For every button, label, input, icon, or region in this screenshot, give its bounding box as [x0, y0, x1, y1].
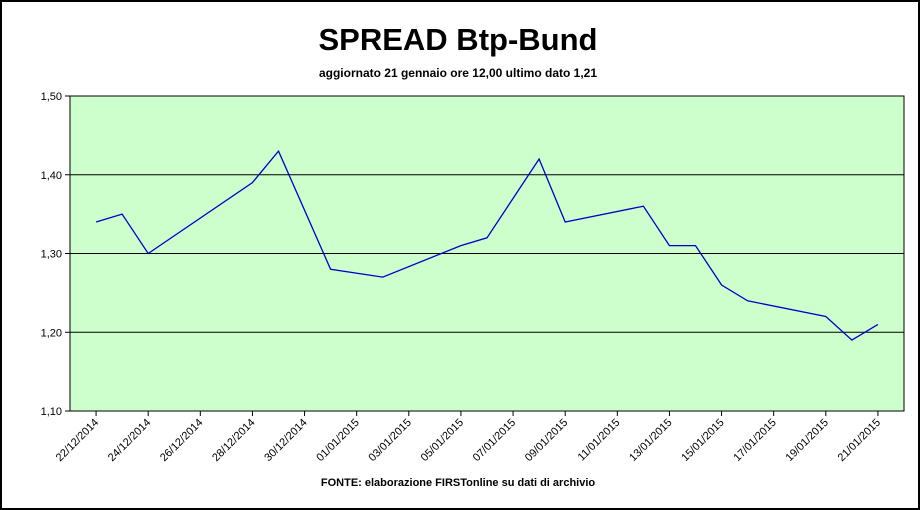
- x-tick-label: 03/01/2015: [367, 417, 414, 464]
- x-tick-label: 26/12/2014: [158, 417, 205, 464]
- spread-series-line: [95, 149, 879, 341]
- chart-subtitle: aggiornato 21 gennaio ore 12,00 ultimo d…: [318, 66, 598, 80]
- x-tick-label: 11/01/2015: [576, 417, 623, 464]
- y-tick-label: 1,40: [41, 170, 62, 182]
- y-tick-label: 1,20: [41, 327, 62, 339]
- x-tick-label: 09/01/2015: [523, 417, 570, 464]
- x-axis: 22/12/2014 24/12/2014 26/12/2014 28/12/2014…: [54, 411, 883, 464]
- chart-title: SPREAD Btp-Bund: [318, 22, 598, 57]
- x-tick-label: 01/01/2015: [314, 417, 361, 464]
- x-tick-label: 17/01/2015: [731, 417, 778, 464]
- y-tick-label: 1,50: [41, 91, 62, 103]
- x-tick-label: 21/01/2015: [836, 417, 883, 464]
- x-tick-label: 19/01/2015: [784, 417, 831, 464]
- y-axis: 1,10 1,20 1,30 1,40 1,50: [41, 91, 70, 418]
- x-tick-label: 05/01/2015: [419, 417, 466, 464]
- gridlines: [70, 174, 904, 333]
- x-tick-label: 13/01/2015: [627, 417, 674, 464]
- y-tick-label: 1,10: [41, 406, 62, 418]
- chart-source: FONTE: elaborazione FIRSTonline su dati …: [320, 477, 596, 489]
- x-tick-label: 22/12/2014: [54, 417, 101, 464]
- y-tick-label: 1,30: [41, 249, 62, 261]
- x-tick-label: 24/12/2014: [106, 417, 153, 464]
- x-tick-label: 15/01/2015: [679, 417, 726, 464]
- series-group: [95, 149, 879, 341]
- x-tick-label: 07/01/2015: [471, 417, 518, 464]
- x-tick-label: 30/12/2014: [262, 417, 309, 464]
- x-tick-label: 28/12/2014: [210, 417, 257, 464]
